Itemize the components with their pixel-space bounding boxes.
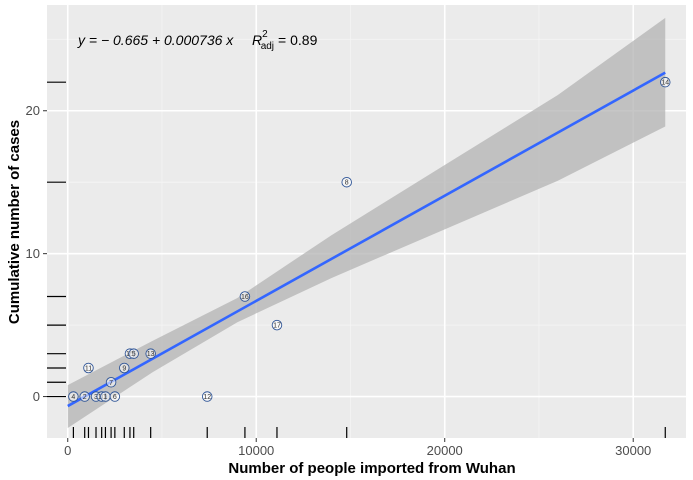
x-tick-label: 10000 — [238, 443, 274, 458]
data-point: 11 — [83, 362, 94, 374]
point-marker — [128, 348, 139, 359]
data-points: 4211310176915513121617814 — [68, 76, 671, 402]
point-label: 12 — [203, 394, 211, 401]
data-point: 6 — [109, 391, 121, 402]
point-label: 13 — [147, 351, 155, 358]
y-axis-title: Cumulative number of cases — [6, 120, 23, 324]
data-point: 1 — [100, 391, 111, 402]
data-point: 7 — [105, 377, 117, 388]
data-point: 4 — [68, 391, 79, 402]
point-marker — [105, 377, 117, 388]
point-marker — [119, 362, 130, 374]
rug-marks — [47, 81, 666, 438]
x-tick-label: 20000 — [427, 443, 463, 458]
point-marker — [79, 391, 90, 402]
data-point: 14 — [660, 76, 671, 88]
major-gridlines — [47, 5, 686, 438]
point-label: 6 — [113, 394, 117, 401]
x-axis-title: Number of people imported from Wuhan — [228, 460, 515, 477]
point-label: 14 — [661, 80, 669, 87]
point-label: 1 — [103, 394, 107, 401]
point-marker — [239, 291, 251, 302]
data-point: 12 — [201, 391, 213, 402]
point-marker — [341, 176, 352, 188]
x-tick-label: 30000 — [615, 443, 651, 458]
point-label: 17 — [273, 323, 281, 330]
point-marker — [201, 391, 213, 402]
data-point: 16 — [239, 291, 251, 302]
point-marker — [83, 362, 94, 374]
point-label: 16 — [241, 294, 249, 301]
point-marker — [109, 391, 121, 402]
y-tick-label: 10 — [26, 246, 40, 261]
point-label: 5 — [132, 351, 136, 358]
y-tick-label: 20 — [26, 103, 40, 118]
point-marker — [68, 391, 79, 402]
r2-annotation: R2 adj = 0.89 — [252, 29, 318, 52]
data-point: 5 — [128, 348, 139, 359]
point-marker — [271, 319, 283, 331]
point-marker — [145, 348, 156, 359]
data-point: 2 — [79, 391, 90, 402]
x-tick-label: 0 — [64, 443, 71, 458]
point-label: 8 — [345, 180, 349, 187]
data-point: 17 — [271, 319, 283, 331]
point-label: 7 — [109, 380, 113, 387]
axis-ticks — [43, 110, 634, 442]
data-point: 9 — [119, 362, 130, 374]
confidence-band — [67, 17, 666, 428]
regression-line — [67, 71, 666, 408]
data-point: 8 — [341, 176, 352, 188]
tick-labels: 0 10000 20000 30000 0 10 20 — [26, 103, 652, 458]
point-label: 9 — [122, 365, 126, 372]
point-label: 11 — [85, 365, 92, 372]
minor-gridlines — [47, 5, 686, 438]
y-tick-label: 0 — [33, 389, 40, 404]
point-label: 4 — [71, 394, 75, 401]
point-marker — [660, 76, 671, 88]
point-label: 3 — [94, 394, 98, 401]
data-point: 13 — [145, 348, 156, 359]
point-label: 2 — [83, 394, 87, 401]
regression-equation: y = − 0.665 + 0.000736 x — [77, 32, 234, 48]
